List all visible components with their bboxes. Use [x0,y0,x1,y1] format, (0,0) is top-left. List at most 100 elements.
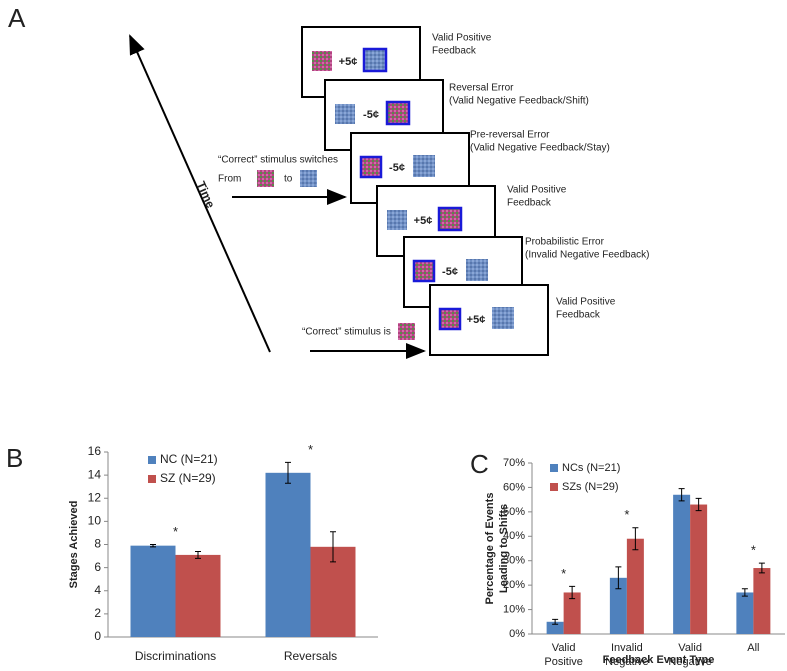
y-axis-label: Leading to Shifts [498,504,510,593]
bar [546,621,564,634]
stimulus [300,170,317,187]
stimulus [466,259,488,281]
significance-marker: * [751,543,756,558]
y-tick-label: 10 [88,514,102,528]
panel-label: A [8,3,26,33]
legend-label: SZ (N=29) [160,471,216,485]
stimulus [335,104,355,124]
stimulus [312,51,332,71]
y-tick-label: 40% [503,530,525,542]
significance-marker: * [173,524,178,539]
feedback-label: (Valid Negative Feedback/Shift) [449,96,589,107]
stimulus [438,307,462,331]
x-tick-label: Invalid Negative [605,642,648,668]
correct-text: “Correct” stimulus is [302,327,391,338]
feedback-label: Feedback [556,310,601,321]
error-bar [330,531,336,563]
x-tick-label: Discriminations [135,649,216,663]
bar [265,472,311,637]
time-arrow [129,34,271,353]
legend-swatch [148,456,156,464]
y-tick-label: 20% [503,579,525,591]
error-bar [741,588,748,597]
panel-label: B [6,443,23,473]
y-axis-label: Stages Achieved [68,501,80,589]
y-tick-label: 60% [503,481,525,493]
stimulus [492,307,514,329]
feedback-amount: +5¢ [414,215,433,227]
y-tick-label: 50% [503,506,525,518]
y-tick-label: 70% [503,457,525,469]
significance-marker: * [561,566,566,581]
y-tick-label: 16 [88,444,102,458]
y-tick-label: 14 [88,467,102,481]
error-bar [569,585,576,600]
x-tick-label: Valid Positive [544,642,583,668]
bar [736,592,754,634]
error-bar [150,544,156,548]
bar [175,554,221,637]
bar [609,577,627,634]
error-bar [758,562,765,574]
error-bar [632,527,639,551]
y-tick-label: 2 [94,606,101,620]
y-tick-label: 0 [94,629,101,643]
error-bar [615,566,622,590]
legend-swatch [550,464,558,472]
stimulus [385,100,411,126]
feedback-label: Feedback [432,46,477,57]
error-bar [195,550,201,559]
error-bar [285,461,291,484]
stimulus [437,206,463,232]
error-bar [695,497,702,512]
from-text: From [218,174,241,185]
legend-label: NCs (N=21) [562,462,620,474]
legend-label: SZs (N=29) [562,481,619,493]
time-label: Time [194,179,218,210]
y-tick-label: 0% [509,628,525,640]
y-tick-label: 6 [94,560,101,574]
y-tick-label: 8 [94,537,101,551]
x-axis-label: Feedback Event Type [603,654,715,666]
stimulus [398,323,415,340]
legend-swatch [148,475,156,483]
stimulus [387,210,407,230]
stimulus [359,155,383,179]
switch-text: “Correct” stimulus switches [218,155,338,166]
stimulus [362,47,388,73]
significance-marker: * [624,507,629,522]
bar [626,538,644,634]
feedback-label: (Invalid Negative Feedback) [525,250,650,261]
feedback-label: Reversal Error [449,83,514,94]
y-axis-label: Percentage of Events [484,493,496,605]
y-tick-label: 10% [503,603,525,615]
legend-label: NC (N=21) [160,452,218,466]
stimulus [257,170,274,187]
feedback-amount: -5¢ [389,162,405,174]
feedback-label: Valid Positive [556,297,616,308]
to-text: to [284,174,293,185]
x-tick-label: Valid Negative [668,642,711,668]
y-tick-label: 4 [94,583,101,597]
error-bar [678,488,685,502]
feedback-amount: -5¢ [442,266,458,278]
bar [753,568,771,634]
stimulus [412,259,436,283]
panel-label: C [470,449,489,479]
feedback-amount: -5¢ [363,109,379,121]
feedback-label: Valid Positive [507,185,567,196]
bar [690,504,708,634]
stimulus [413,155,435,177]
error-bar [552,618,559,625]
x-tick-label: Reversals [284,649,337,663]
x-tick-label: All [747,642,759,654]
feedback-label: Pre-reversal Error [470,130,550,141]
bar [563,592,581,634]
significance-marker: * [308,442,313,457]
bar [130,545,176,637]
y-tick-label: 12 [88,490,102,504]
y-tick-label: 30% [503,555,525,567]
feedback-label: Valid Positive [432,33,492,44]
